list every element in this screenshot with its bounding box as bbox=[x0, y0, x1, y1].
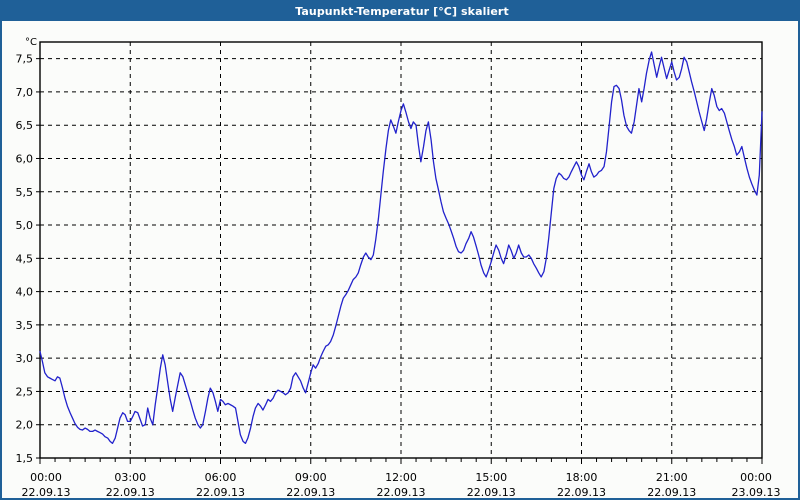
y-tick-label: 7,5 bbox=[16, 53, 34, 66]
y-tick-label: 4,0 bbox=[16, 286, 34, 299]
chart-plot-area: °C 1,5 2,0 2,5 3,0 3,5 4,0 4,5 5,0 5,5 6,0 6,5 7,0 7… bbox=[2, 21, 798, 499]
y-tick-label: 1,5 bbox=[16, 452, 34, 465]
x-tick-time-label: 21:00 bbox=[656, 471, 688, 484]
y-tick-label: 2,5 bbox=[16, 385, 34, 398]
window-title: Taupunkt-Temperatur [°C] skaliert bbox=[2, 2, 798, 21]
x-tick-time-label: 09:00 bbox=[295, 471, 327, 484]
x-axis-tick-labels: 00:00 22.09.13 03:00 22.09.13 06:00 22.09.13 0… bbox=[22, 471, 781, 499]
x-axis-ticks bbox=[39, 458, 763, 464]
x-tick-date-label: 22.09.13 bbox=[557, 486, 606, 499]
x-tick-time-label: 00:00 bbox=[30, 471, 62, 484]
x-tick-date-label: 22.09.13 bbox=[286, 486, 335, 499]
x-tick-time-label: 00:00 bbox=[740, 471, 772, 484]
y-tick-label: 5,5 bbox=[16, 186, 34, 199]
y-axis-tick-labels: 1,5 2,0 2,5 3,0 3,5 4,0 4,5 5,0 5,5 6,0 6,5 7,0 7,5 bbox=[16, 53, 34, 465]
vertical-gridlines bbox=[129, 42, 673, 458]
y-tick-label: 2,0 bbox=[16, 419, 34, 432]
y-tick-label: 6,0 bbox=[16, 152, 34, 165]
x-tick-date-label: 22.09.13 bbox=[467, 486, 516, 499]
x-tick-date-label: 22.09.13 bbox=[22, 486, 71, 499]
y-axis-ticks bbox=[36, 58, 40, 459]
x-tick-date-label: 22.09.13 bbox=[106, 486, 155, 499]
data-series-group bbox=[39, 51, 763, 445]
data-series-line bbox=[39, 51, 763, 445]
x-tick-date-label: 22.09.13 bbox=[647, 486, 696, 499]
horizontal-gridlines bbox=[40, 58, 762, 426]
y-tick-label: 4,5 bbox=[16, 252, 34, 265]
x-tick-date-label: 23.09.13 bbox=[732, 486, 781, 499]
y-axis-unit-group: °C bbox=[25, 37, 37, 48]
x-tick-date-label: 22.09.13 bbox=[196, 486, 245, 499]
x-tick-time-label: 06:00 bbox=[205, 471, 237, 484]
y-tick-label: 5,0 bbox=[16, 219, 34, 232]
y-tick-label: 3,5 bbox=[16, 319, 34, 332]
y-tick-label: 3,0 bbox=[16, 352, 34, 365]
x-tick-date-label: 22.09.13 bbox=[377, 486, 426, 499]
x-tick-time-label: 18:00 bbox=[566, 471, 598, 484]
x-tick-time-label: 03:00 bbox=[114, 471, 146, 484]
x-tick-time-label: 12:00 bbox=[385, 471, 417, 484]
chart-svg: °C 1,5 2,0 2,5 3,0 3,5 4,0 4,5 5,0 5,5 6,0 6,5 7,0 7… bbox=[16, 37, 781, 499]
y-axis-unit-label: °C bbox=[25, 37, 37, 48]
x-tick-time-label: 15:00 bbox=[475, 471, 507, 484]
y-tick-label: 6,5 bbox=[16, 119, 34, 132]
y-tick-label: 7,0 bbox=[16, 86, 34, 99]
